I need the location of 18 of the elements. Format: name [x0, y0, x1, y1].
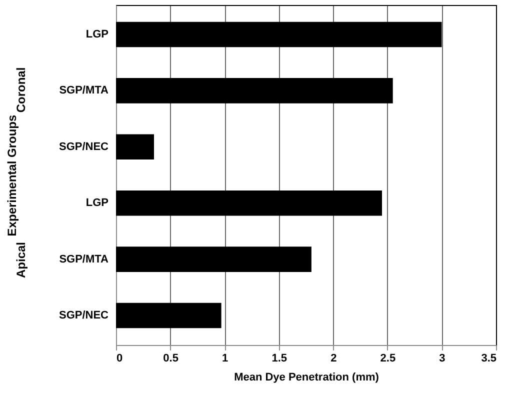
y-tick-label: SGP/MTA	[59, 84, 109, 97]
text: Coronal	[14, 67, 28, 113]
x-tick-label: 1.5	[272, 352, 288, 364]
x-tick-label: 3	[439, 352, 446, 364]
y-tick-label: SGP/MTA	[59, 253, 109, 266]
y-tick-label: SGP/NEC	[58, 140, 109, 153]
text: Apical	[14, 242, 28, 278]
y-tick-label: LGP	[86, 28, 108, 41]
x-tick-label: 3.5	[481, 352, 496, 364]
x-tick-label: 2.5	[380, 352, 396, 364]
y-tick-label: LGP	[86, 197, 108, 210]
x-tick-label: 2	[330, 352, 337, 364]
x-tick-label: 0.5	[163, 352, 178, 364]
y-tick-label: SGP/NEC	[58, 309, 109, 322]
x-tick-label: 0	[116, 352, 123, 364]
y-axis-title: Experimental Groups	[4, 114, 19, 236]
x-axis-title: Mean Dye Penetration (mm)	[234, 372, 380, 384]
x-tick-label: 1	[222, 352, 228, 364]
